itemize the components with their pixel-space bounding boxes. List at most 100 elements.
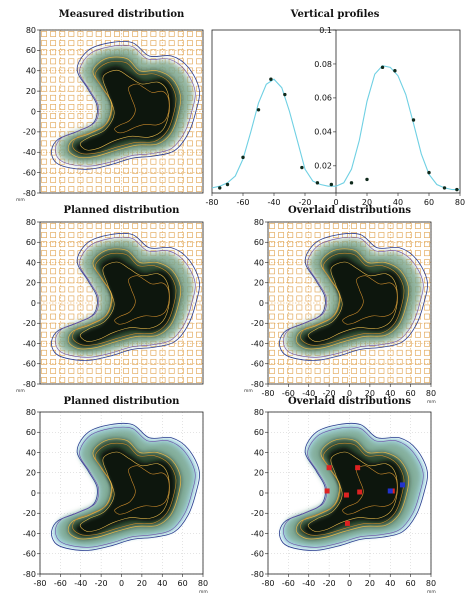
panel-overlaid-mid: Overlaid distributions -80 -60 -40 -20 0 20 40 6… [244,205,436,405]
grid-cell [405,232,412,238]
ytick-label: -20 [23,509,36,518]
red-marker [324,488,330,494]
grid-cell [296,268,303,275]
grid-cell [41,349,47,356]
grid-cell [196,176,202,183]
profiles-title: Vertical profiles [290,9,380,20]
grid-cell [50,113,57,119]
ytick-label: 80 [26,26,36,35]
profile-point [427,170,431,175]
isodose-yellow-inner [307,261,398,342]
grid-cell [41,31,47,37]
grid-cell [132,358,139,365]
xtick-label: 40 [385,389,395,398]
grid-cell [41,94,47,101]
xtick-label: -20 [323,389,336,398]
ytick-label: -60 [23,360,36,369]
grid-cell [396,377,403,383]
dose-core [75,65,175,155]
profile-point [411,118,416,122]
grid-cell [114,186,120,192]
grid-cell [287,223,294,229]
grid-cell [168,368,175,374]
isodose-violet [282,426,424,548]
dose-distribution [57,47,194,165]
profiles-panel: Vertical profiles 0.02 0.04 0.06 0.08 0.1 -80 -… [205,9,465,207]
grid-cell [342,358,348,365]
grid-cell [50,286,57,293]
grid-cell [41,286,47,293]
grid-cell [323,377,330,383]
grid-cell [287,241,294,248]
grid-cell [186,232,193,238]
grid-cell [323,368,330,374]
grid-cell [186,313,193,320]
grid-cell [296,377,303,383]
grid-cell [41,223,47,229]
grid-cell [287,313,294,320]
ytick-label: -40 [251,339,264,348]
grid-cell [50,49,57,56]
grid-cell [50,304,57,311]
grid-cell [159,158,166,165]
ytick-label: -20 [251,509,264,518]
grid-cell [305,241,312,248]
isodose-orange [300,252,405,346]
grid-cell [86,186,93,192]
grid-cell [141,167,148,174]
isodose-orange [300,442,405,536]
grid-cell [186,250,193,257]
grid-cell [50,259,57,266]
grid-cell [77,223,84,229]
red-marker [357,489,363,495]
grid-cell [68,377,75,383]
grid-cell [314,223,321,229]
grid-cell [186,241,193,248]
grid-cell [177,167,184,174]
y-unit-label: mm [16,198,25,203]
ytick-label: 40 [26,448,36,457]
grid-cell [77,94,84,101]
grid-cell [68,176,75,183]
grid-cell [77,176,84,183]
grid-cell [177,49,184,56]
grid-cell [159,40,166,47]
grid-cell [387,377,394,383]
grid-cell [132,31,139,37]
xtick-label: 0 [347,389,352,398]
grid-cell [186,122,193,129]
xtick-label: -40 [74,579,87,588]
grid-cell [123,377,129,383]
grid-cell [269,349,275,356]
grid-cell [186,223,193,229]
profile-point [225,182,230,187]
ytick-label: 80 [26,408,36,417]
grid-cell [59,268,66,275]
profile-point [269,77,273,81]
grid-cell [150,158,157,165]
grid-cell [278,259,285,266]
grid-cell [269,331,275,338]
grid-cell [77,304,84,311]
grid-cell [104,176,111,183]
grid-cell [314,286,321,293]
grid-cell [59,49,66,56]
grid-cell [296,259,303,266]
grid-cell [141,158,148,165]
grid-cell [168,40,175,47]
grid-cell [77,358,84,365]
grid-cell [369,377,376,383]
grid-cell [186,186,193,192]
grid-cell [159,186,166,192]
grid-cell [414,368,421,374]
grid-cell [396,358,403,365]
grid-cell [314,295,321,302]
grid-cell [177,223,184,229]
grid-cell [168,31,175,37]
grid-cell [77,268,84,275]
grid-cell [414,358,421,365]
grid-cell [186,40,193,47]
profile-point [380,65,385,70]
grid-cell [405,368,412,374]
grid-cell [123,167,129,174]
